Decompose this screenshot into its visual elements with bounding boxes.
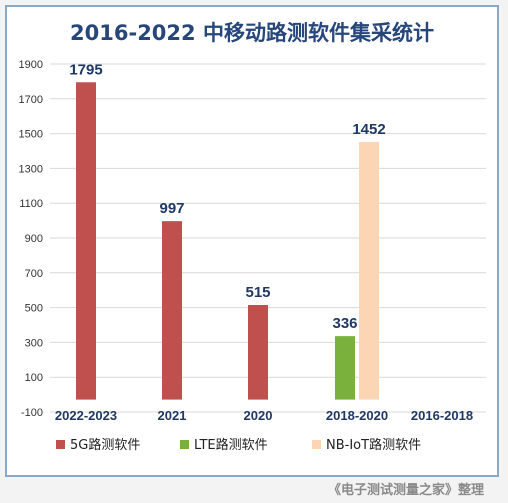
legend-swatch bbox=[312, 440, 321, 449]
bar bbox=[335, 336, 355, 400]
data-labels: 1795 997 515 336 1452 bbox=[69, 61, 385, 332]
legend-swatch bbox=[56, 440, 65, 449]
x-tick-label: 2021 bbox=[158, 408, 187, 423]
y-tick-label: 1700 bbox=[19, 94, 43, 106]
y-tick-label: 700 bbox=[25, 268, 43, 280]
bar bbox=[76, 82, 96, 400]
data-label: 336 bbox=[332, 315, 357, 332]
chart-title: 2016-2022 中移动路测软件集采统计 bbox=[70, 21, 434, 45]
x-tick-label: 2022-2023 bbox=[55, 408, 117, 423]
legend-swatch bbox=[180, 440, 189, 449]
data-label: 1452 bbox=[352, 121, 385, 138]
bar bbox=[162, 221, 182, 400]
bars bbox=[76, 82, 379, 400]
y-tick-label: 1300 bbox=[19, 163, 43, 175]
data-label: 997 bbox=[159, 200, 184, 217]
legend-label: NB-IoT路测软件 bbox=[326, 437, 421, 453]
y-tick-label: 500 bbox=[25, 303, 43, 315]
x-tick-label: 2016-2018 bbox=[411, 408, 473, 423]
y-tick-label: 1900 bbox=[19, 59, 43, 71]
data-label: 515 bbox=[245, 284, 270, 301]
x-tick-label: 2018-2020 bbox=[326, 408, 388, 423]
y-tick-label: 300 bbox=[25, 337, 43, 349]
legend-label: LTE路测软件 bbox=[194, 437, 268, 453]
x-axis-ticks: 2022-2023 2021 2020 2018-2020 2016-2018 bbox=[55, 408, 473, 423]
y-tick-label: -100 bbox=[21, 407, 43, 419]
legend: 5G路测软件 LTE路测软件 NB-IoT路测软件 bbox=[56, 437, 421, 453]
y-tick-label: 100 bbox=[25, 372, 43, 384]
y-tick-label: 1100 bbox=[19, 198, 43, 210]
legend-label: 5G路测软件 bbox=[70, 437, 140, 453]
y-axis-ticks: -100 100 300 500 700 900 1100 1300 1500 1700 1900 bbox=[19, 59, 43, 419]
bar bbox=[359, 141, 379, 400]
y-tick-label: 1500 bbox=[19, 129, 43, 141]
x-tick-label: 2020 bbox=[244, 408, 273, 423]
bar bbox=[248, 304, 268, 400]
y-tick-label: 900 bbox=[25, 233, 43, 245]
gridlines bbox=[50, 63, 486, 413]
source-credit: 《电子测试测量之家》整理 bbox=[327, 483, 484, 498]
data-label: 1795 bbox=[69, 61, 102, 78]
